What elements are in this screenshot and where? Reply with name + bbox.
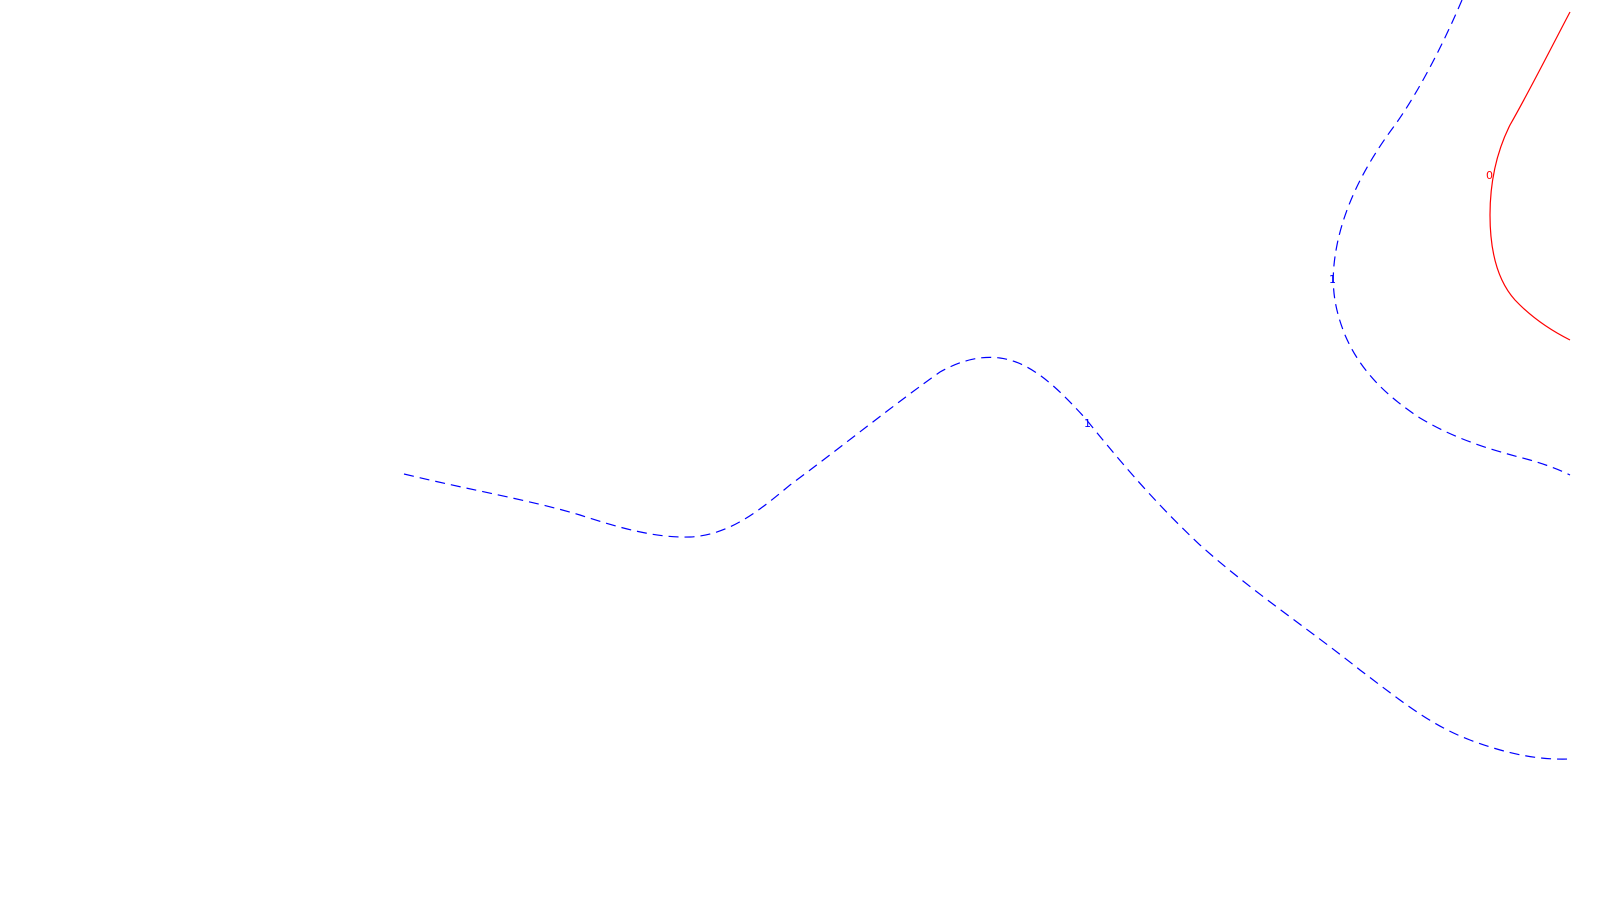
contour-line-dashed-left xyxy=(403,356,1571,760)
contour-label-dashed-right: 1 xyxy=(1329,273,1336,286)
contour-label-solid-right: 0 xyxy=(1486,169,1493,182)
contour-line-dashed-right xyxy=(1332,0,1571,476)
contour-label-dashed-left: 1 xyxy=(1084,417,1091,430)
contour-line-solid-right xyxy=(1489,11,1571,341)
